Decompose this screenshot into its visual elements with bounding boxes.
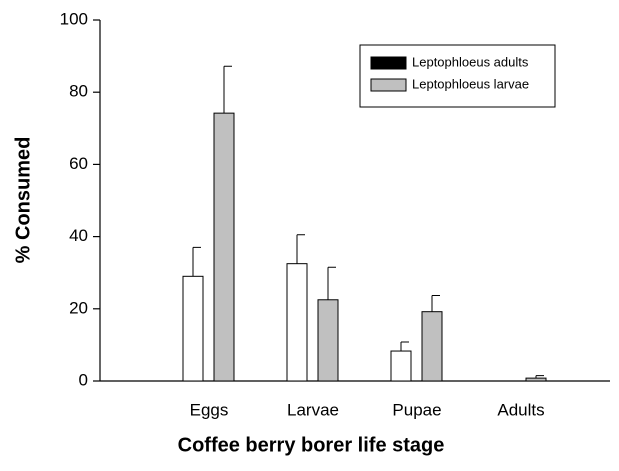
y-tick-label: 0: [79, 370, 88, 389]
error-bar: [192, 246, 201, 277]
error-bar: [327, 266, 336, 300]
legend-label: Leptophloeus adults: [412, 54, 529, 69]
bar: [317, 299, 339, 382]
x-tick-label: Adults: [497, 400, 544, 419]
y-tick-label: 60: [69, 154, 88, 173]
x-tick-label: Eggs: [190, 400, 229, 419]
y-tick-label: 100: [60, 9, 88, 28]
error-bar: [535, 375, 544, 379]
legend-swatch: [370, 56, 407, 70]
bar: [421, 311, 443, 382]
error-bar: [400, 341, 409, 352]
bar: [525, 377, 547, 382]
y-tick-label: 80: [69, 82, 88, 101]
legend-swatch: [370, 78, 407, 92]
x-tick-label: Pupae: [392, 400, 441, 419]
x-axis-label: Coffee berry borer life stage: [178, 434, 445, 456]
y-tick-label: 20: [69, 298, 88, 317]
error-bar: [223, 65, 232, 114]
legend-box: [359, 44, 556, 108]
x-tick-label: Larvae: [287, 400, 339, 419]
y-tick-label: 40: [69, 226, 88, 245]
error-bar: [296, 234, 305, 264]
error-bar: [431, 294, 440, 312]
bar: [286, 263, 308, 382]
bar: [213, 112, 235, 382]
y-axis-label: % Consumed: [12, 137, 34, 264]
bar: [390, 350, 412, 382]
legend-label: Leptophloeus larvae: [412, 76, 529, 91]
bar: [182, 275, 204, 382]
